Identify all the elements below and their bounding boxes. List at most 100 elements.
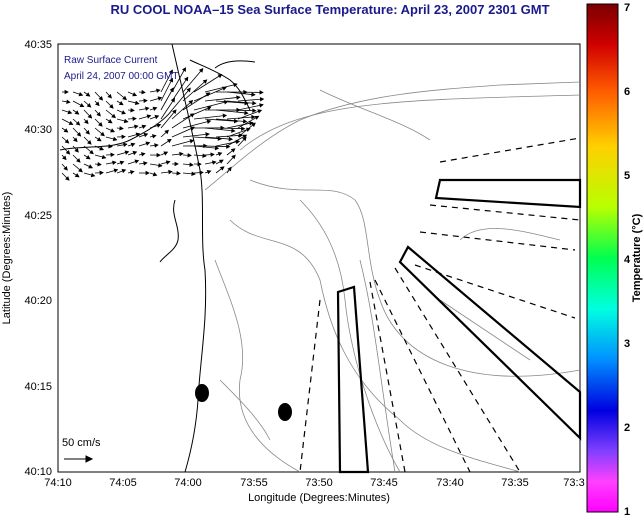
current-vector-head bbox=[112, 160, 117, 166]
current-vector-head bbox=[63, 128, 69, 133]
current-vector-head bbox=[112, 136, 118, 142]
current-vector-head bbox=[214, 145, 220, 151]
current-vector-head bbox=[87, 140, 92, 145]
current-vector-head bbox=[242, 134, 248, 139]
current-vector-head bbox=[75, 121, 81, 126]
current-vector-head bbox=[259, 96, 265, 102]
current-vector-head bbox=[145, 141, 151, 146]
current-vector bbox=[237, 91, 263, 93]
x-tick-label: 73:50 bbox=[305, 477, 333, 489]
station-marker bbox=[195, 384, 209, 402]
current-vector-head bbox=[99, 146, 104, 151]
current-vector-head bbox=[141, 124, 147, 129]
current-vector-head bbox=[63, 165, 68, 171]
current-vector-head bbox=[154, 114, 160, 120]
colorbar bbox=[586, 3, 619, 513]
current-vector-head bbox=[130, 142, 136, 147]
current-vector-head bbox=[156, 152, 161, 158]
current-vector-head bbox=[68, 120, 74, 125]
current-vector-head bbox=[228, 136, 234, 142]
current-vector bbox=[204, 145, 230, 148]
current-vector bbox=[215, 100, 249, 104]
map-title: RU COOL NOAA–15 Sea Surface Temperature:… bbox=[110, 2, 550, 17]
radar-footprints bbox=[336, 178, 582, 474]
current-vector-head bbox=[184, 76, 189, 82]
current-vector-head bbox=[189, 113, 195, 118]
current-vector bbox=[182, 106, 212, 120]
current-vector-head bbox=[251, 122, 256, 128]
current-vector-head bbox=[187, 153, 192, 158]
current-vector-head bbox=[172, 109, 177, 115]
current-vector-head bbox=[141, 89, 146, 95]
current-vector bbox=[171, 113, 195, 129]
current-vector-head bbox=[205, 92, 211, 97]
current-vector bbox=[193, 115, 227, 120]
current-vector bbox=[182, 120, 211, 129]
y-tick-label: 40:30 bbox=[24, 124, 52, 136]
y-tick-label: 40:15 bbox=[24, 381, 52, 393]
current-vector-head bbox=[186, 87, 191, 93]
current-vector-head bbox=[124, 150, 130, 155]
x-tick-label: 73:45 bbox=[370, 477, 398, 489]
current-vector-head bbox=[64, 139, 70, 144]
current-vector-head bbox=[89, 149, 94, 155]
radial-dashed-lines bbox=[299, 137, 581, 473]
current-vector-head bbox=[241, 126, 246, 131]
current-vector-head bbox=[145, 170, 150, 176]
current-vector-head bbox=[168, 77, 174, 83]
current-vector bbox=[237, 104, 264, 111]
current-vector-head bbox=[79, 103, 85, 107]
current-vector-head bbox=[176, 171, 181, 176]
current-vector-head bbox=[135, 132, 141, 137]
current-vector-head bbox=[168, 169, 173, 175]
current-vector-head bbox=[219, 166, 225, 171]
current-vector-head bbox=[152, 172, 158, 177]
current-vector-head bbox=[132, 116, 137, 121]
current-vector-head bbox=[100, 131, 105, 137]
colorbar-tick-label: 7 bbox=[624, 2, 630, 14]
y-tick-label: 40:25 bbox=[24, 210, 52, 222]
current-vector-head bbox=[67, 109, 73, 115]
current-vector-head bbox=[211, 160, 217, 165]
current-vector-head bbox=[107, 119, 113, 124]
current-vector bbox=[204, 96, 240, 102]
current-vector-head bbox=[85, 92, 91, 97]
x-axis-label: Longitude (Degrees:Minutes) bbox=[248, 492, 390, 504]
current-vector bbox=[160, 78, 173, 102]
footprint-east bbox=[434, 178, 582, 209]
current-vector-head bbox=[254, 115, 260, 120]
current-vector-head bbox=[218, 159, 224, 164]
current-vector-head bbox=[231, 154, 236, 160]
current-vector-head bbox=[85, 155, 91, 160]
current-vector bbox=[182, 68, 204, 93]
current-vector-head bbox=[90, 172, 96, 178]
current-vector-head bbox=[151, 134, 157, 139]
x-tick-label: 73:55 bbox=[240, 477, 268, 489]
current-vector-head bbox=[78, 167, 83, 173]
current-vector-head bbox=[154, 143, 159, 148]
current-vector-head bbox=[143, 161, 148, 166]
current-vector bbox=[160, 109, 177, 129]
current-vector-head bbox=[202, 153, 207, 159]
current-vector bbox=[171, 77, 189, 102]
current-vector bbox=[160, 87, 174, 111]
colorbar-tick-label: 3 bbox=[624, 338, 630, 350]
current-vector-head bbox=[168, 69, 173, 75]
current-vector bbox=[182, 92, 210, 111]
current-vector bbox=[226, 109, 256, 112]
current-vector bbox=[237, 98, 264, 102]
current-vector-head bbox=[121, 168, 127, 174]
current-vector-head bbox=[121, 110, 126, 115]
colorbar-tick-label: 1 bbox=[624, 506, 630, 518]
current-vector bbox=[182, 79, 207, 102]
current-vector bbox=[193, 136, 222, 140]
colorbar-tick-label: 4 bbox=[624, 254, 631, 266]
current-vector bbox=[237, 122, 256, 138]
current-vector bbox=[204, 118, 238, 122]
current-vector-head bbox=[99, 170, 104, 176]
current-vector bbox=[171, 67, 186, 93]
current-vector-head bbox=[257, 109, 263, 114]
current-vector bbox=[215, 127, 245, 130]
current-vector-head bbox=[121, 134, 126, 139]
